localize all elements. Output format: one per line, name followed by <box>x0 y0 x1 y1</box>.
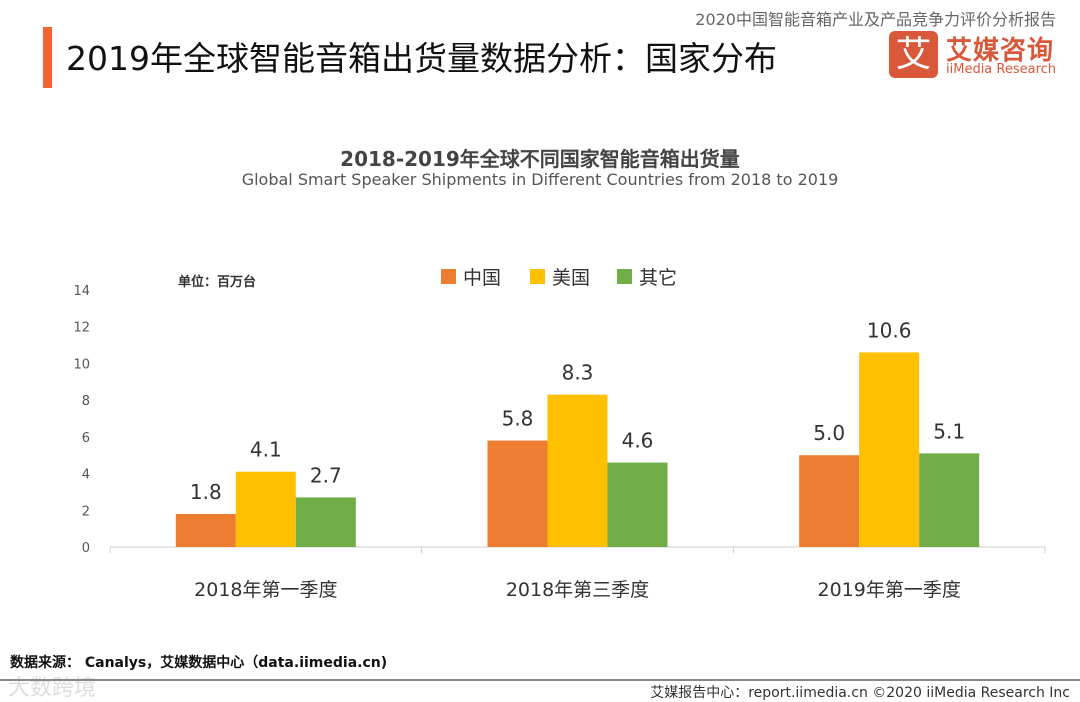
y-tick-label: 4 <box>82 468 90 483</box>
legend-label: 美国 <box>552 267 591 289</box>
legend-label: 中国 <box>463 267 502 289</box>
data-label: 5.8 <box>502 407 534 431</box>
chart-subtitle: Global Smart Speaker Shipments in Differ… <box>241 170 839 189</box>
legend-label: 其它 <box>639 267 678 289</box>
bar <box>859 352 920 547</box>
x-tick-label: 2018年第一季度 <box>194 579 337 601</box>
title-accent-bar <box>43 27 52 88</box>
y-tick-label: 6 <box>82 431 90 446</box>
bar <box>799 455 860 547</box>
y-tick-label: 8 <box>82 394 90 409</box>
bar <box>295 497 356 547</box>
bar <box>919 453 980 547</box>
logo-name-cn: 艾媒咨询 <box>946 36 1055 66</box>
logo-icon: 艾 <box>889 31 938 78</box>
data-label: 8.3 <box>562 361 594 385</box>
bar-chart: 0 2 4 6 8 10 12 14 2018年第一季度 1.8 4.1 2.7 2018年第三季度 5.… <box>73 284 1046 601</box>
watermark: 大数跨境 <box>8 676 97 701</box>
bar <box>607 462 668 547</box>
bar <box>235 471 296 547</box>
page-title: 2019年全球智能音箱出货量数据分析：国家分布 <box>66 39 777 78</box>
data-label: 10.6 <box>867 318 912 342</box>
x-tick-label: 2018年第三季度 <box>506 579 649 601</box>
data-label: 2.7 <box>310 463 342 487</box>
x-tick-label: 2019年第一季度 <box>817 579 960 601</box>
data-label: 4.6 <box>622 429 654 453</box>
legend-swatch <box>441 269 456 284</box>
data-label: 5.1 <box>933 419 965 443</box>
y-tick-label: 0 <box>82 541 90 556</box>
legend-swatch <box>530 269 545 284</box>
footer-copyright: 艾媒报告中心：report.iimedia.cn ©2020 iiMedia R… <box>650 685 1070 701</box>
data-label: 5.0 <box>813 421 845 445</box>
unit-label: 单位：百万台 <box>178 275 257 290</box>
legend-item-usa: 美国 <box>530 263 590 290</box>
y-tick-label: 10 <box>73 357 90 372</box>
data-label: 1.8 <box>190 480 222 504</box>
legend-swatch <box>617 269 632 284</box>
bar <box>175 513 236 547</box>
report-name: 2020中国智能音箱产业及产品竞争力评价分析报告 <box>695 10 1056 29</box>
footer-divider <box>0 679 1080 681</box>
legend-item-other: 其它 <box>617 263 677 290</box>
y-tick-label: 14 <box>73 284 90 299</box>
y-tick-label: 2 <box>82 504 90 519</box>
bar <box>547 394 608 547</box>
y-tick-label: 12 <box>73 321 90 336</box>
data-source: 数据来源： Canalys，艾媒数据中心（data.iimedia.cn) <box>10 655 388 671</box>
data-label: 4.1 <box>250 438 282 462</box>
legend-item-china: 中国 <box>441 263 501 290</box>
chart-title: 2018-2019年全球不同国家智能音箱出货量 <box>340 147 740 171</box>
logo-name-en: iiMedia Research <box>946 62 1057 77</box>
bar <box>487 440 548 547</box>
